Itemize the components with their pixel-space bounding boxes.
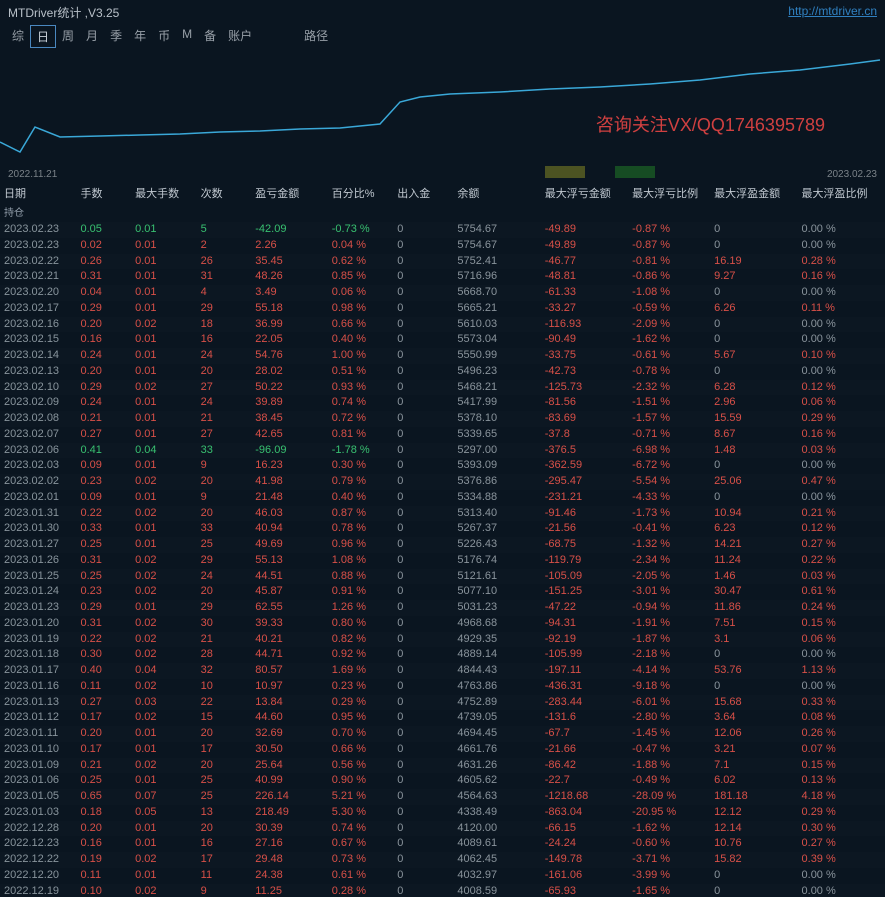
table-row[interactable]: 2022.12.280.200.012030.390.74 %04120.00-… — [0, 821, 885, 837]
col-max-lots[interactable]: 最大手数 — [131, 182, 197, 204]
table-row[interactable]: 2023.02.090.240.012439.890.74 %05417.99-… — [0, 395, 885, 411]
nav-tab[interactable]: 日 — [30, 25, 56, 48]
table-row[interactable]: 2023.02.070.270.012742.650.81 %05339.65-… — [0, 427, 885, 443]
col-mflp[interactable]: 最大浮亏比例 — [628, 182, 710, 204]
table-row[interactable]: 2023.01.050.650.0725226.145.21 %04564.63… — [0, 789, 885, 805]
col-pnl[interactable]: 盈亏金额 — [251, 182, 327, 204]
table-row[interactable]: 2023.02.030.090.01916.230.30 %05393.09-3… — [0, 458, 885, 474]
col-pct[interactable]: 百分比% — [328, 182, 394, 204]
table-row[interactable]: 2023.01.030.180.0513218.495.30 %04338.49… — [0, 805, 885, 821]
table-row[interactable]: 2023.01.120.170.021544.600.95 %04739.05-… — [0, 710, 885, 726]
table-row[interactable]: 2023.01.100.170.011730.500.66 %04661.76-… — [0, 742, 885, 758]
table-row[interactable]: 2023.02.220.260.012635.450.62 %05752.41-… — [0, 254, 885, 270]
chart-start-date: 2022.11.21 — [8, 169, 57, 180]
col-balance[interactable]: 余额 — [453, 182, 540, 204]
table-row[interactable]: 2023.01.110.200.012032.690.70 %04694.45-… — [0, 726, 885, 742]
table-row[interactable]: 2023.02.140.240.012454.761.00 %05550.99-… — [0, 348, 885, 364]
table-row[interactable]: 2023.02.020.230.022041.980.79 %05376.86-… — [0, 474, 885, 490]
app-title: MTDriver统计 ,V3.25 — [8, 4, 119, 21]
nav-tab[interactable]: 月 — [80, 25, 104, 48]
col-count[interactable]: 次数 — [197, 182, 252, 204]
url-link[interactable]: http://mtdriver.cn — [788, 4, 877, 18]
table-row[interactable]: 2023.02.230.020.0122.260.04 %05754.67-49… — [0, 238, 885, 254]
nav-tab[interactable]: 综 — [6, 25, 30, 48]
table-row[interactable]: 2023.01.090.210.022025.640.56 %04631.26-… — [0, 758, 885, 774]
highlight-box — [545, 166, 585, 178]
nav-tab[interactable]: 账户 — [222, 25, 258, 48]
table-row[interactable]: 2023.01.240.230.022045.870.91 %05077.10-… — [0, 584, 885, 600]
table-row[interactable]: 2023.02.130.200.012028.020.51 %05496.23-… — [0, 364, 885, 380]
table-row[interactable]: 2023.02.080.210.012138.450.72 %05378.10-… — [0, 411, 885, 427]
table-row[interactable]: 2023.02.150.160.011622.050.40 %05573.04-… — [0, 332, 885, 348]
watermark-text: 咨询关注VX/QQ1746395789 — [596, 111, 825, 137]
table-row[interactable]: 2023.01.200.310.023039.330.80 %04968.68-… — [0, 616, 885, 632]
table-row[interactable]: 2023.01.300.330.013340.940.78 %05267.37-… — [0, 521, 885, 537]
table-row[interactable]: 2023.01.060.250.012540.990.90 %04605.62-… — [0, 773, 885, 789]
table-row[interactable]: 2023.01.230.290.012962.551.26 %05031.23-… — [0, 600, 885, 616]
table-row[interactable]: 2023.02.160.200.021836.990.66 %05610.03-… — [0, 317, 885, 333]
nav-tab[interactable]: 年 — [128, 25, 152, 48]
sub-position: 持仓 — [0, 204, 76, 222]
table-row[interactable]: 2023.02.010.090.01921.480.40 %05334.88-2… — [0, 490, 885, 506]
table-row[interactable]: 2023.02.100.290.022750.220.93 %05468.21-… — [0, 380, 885, 396]
table-row[interactable]: 2023.01.160.110.021010.970.23 %04763.86-… — [0, 679, 885, 695]
nav-tab[interactable]: 季 — [104, 25, 128, 48]
table-row[interactable]: 2023.01.270.250.012549.690.96 %05226.43-… — [0, 537, 885, 553]
table-row[interactable]: 2022.12.230.160.011627.160.67 %04089.61-… — [0, 836, 885, 852]
col-lots[interactable]: 手数 — [76, 182, 131, 204]
table-row[interactable]: 2022.12.220.190.021729.480.73 %04062.45-… — [0, 852, 885, 868]
col-date[interactable]: 日期 — [0, 182, 76, 204]
table-row[interactable]: 2023.01.310.220.022046.030.87 %05313.40-… — [0, 506, 885, 522]
table-row[interactable]: 2023.02.060.410.0433-96.09-1.78 %05297.0… — [0, 443, 885, 459]
highlight-box — [615, 166, 655, 178]
path-label[interactable]: 路径 — [298, 25, 334, 48]
stats-table: 日期 手数 最大手数 次数 盈亏金额 百分比% 出入金 余额 最大浮亏金额 最大… — [0, 182, 885, 897]
equity-chart: 咨询关注VX/QQ1746395789 2022.11.21 2023.02.2… — [0, 52, 885, 182]
table-row[interactable]: 2023.01.170.400.043280.571.69 %04844.43-… — [0, 663, 885, 679]
time-range-nav: 综日周月季年币M备账户 路径 — [0, 23, 885, 52]
table-row[interactable]: 2023.01.180.300.022844.710.92 %04889.14-… — [0, 647, 885, 663]
col-deposit[interactable]: 出入金 — [393, 182, 453, 204]
nav-tab[interactable]: M — [176, 25, 198, 48]
table-row[interactable]: 2023.01.190.220.022140.210.82 %04929.35-… — [0, 632, 885, 648]
col-mfpp[interactable]: 最大浮盈比例 — [798, 182, 885, 204]
nav-tab[interactable]: 备 — [198, 25, 222, 48]
table-row[interactable]: 2023.02.200.040.0143.490.06 %05668.70-61… — [0, 285, 885, 301]
table-row[interactable]: 2022.12.200.110.011124.380.61 %04032.97-… — [0, 868, 885, 884]
table-row[interactable]: 2023.02.170.290.012955.180.98 %05665.21-… — [0, 301, 885, 317]
nav-tab[interactable]: 周 — [56, 25, 80, 48]
table-row[interactable]: 2023.01.250.250.022444.510.88 %05121.61-… — [0, 569, 885, 585]
table-row[interactable]: 2023.02.230.050.015-42.09-0.73 %05754.67… — [0, 222, 885, 238]
chart-end-date: 2023.02.23 — [827, 169, 877, 180]
table-row[interactable]: 2023.01.260.310.022955.131.08 %05176.74-… — [0, 553, 885, 569]
col-mfp[interactable]: 最大浮盈金额 — [710, 182, 797, 204]
table-row[interactable]: 2023.02.210.310.013148.260.85 %05716.96-… — [0, 269, 885, 285]
table-row[interactable]: 2022.12.190.100.02911.250.28 %04008.59-6… — [0, 884, 885, 897]
col-mfl[interactable]: 最大浮亏金额 — [541, 182, 628, 204]
nav-tab[interactable]: 币 — [152, 25, 176, 48]
table-row[interactable]: 2023.01.130.270.032213.840.29 %04752.89-… — [0, 695, 885, 711]
